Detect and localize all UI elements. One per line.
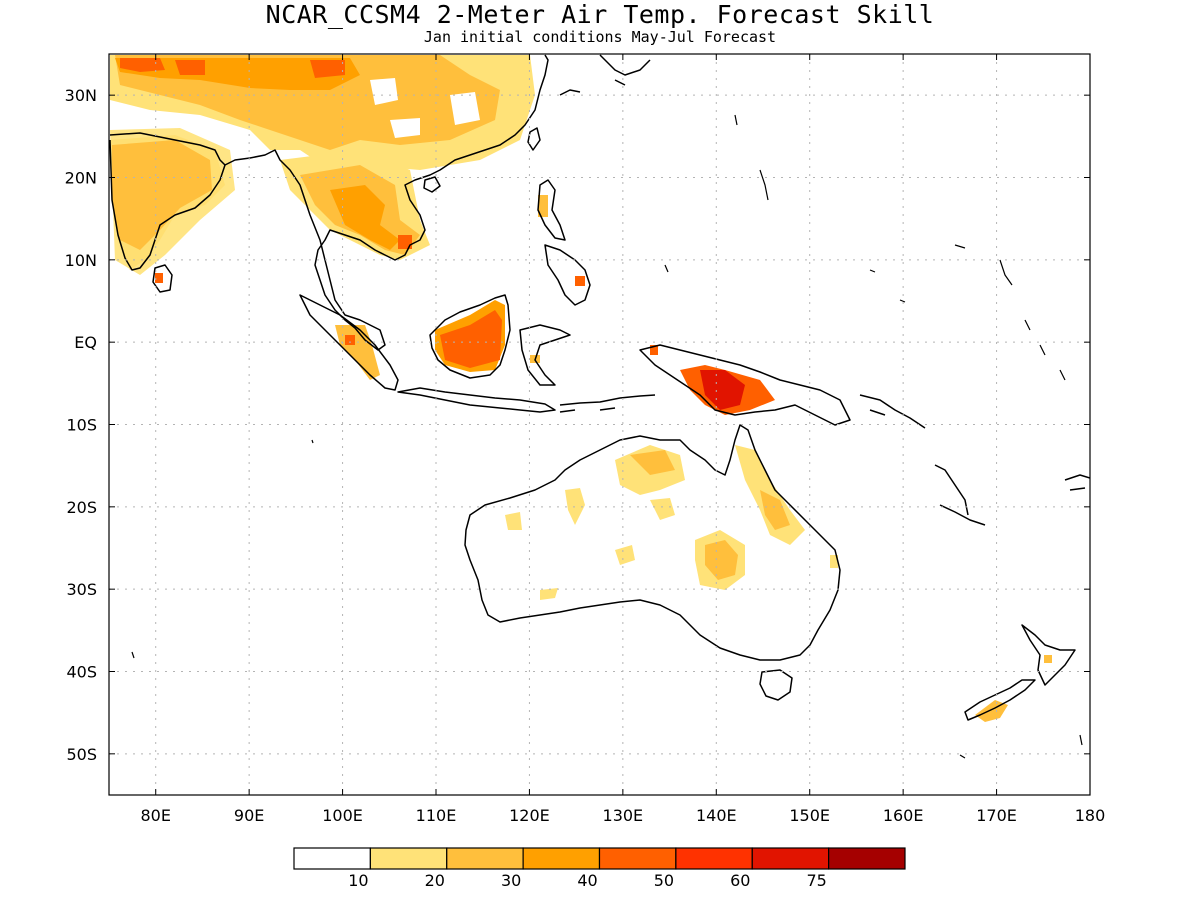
shade-india-top <box>112 140 212 250</box>
shade-china-dark <box>115 58 360 90</box>
shade-sumatra-red <box>345 335 355 345</box>
lat-label--40: 40S <box>66 663 97 682</box>
shade-aus-s <box>540 588 558 600</box>
shade-mindanao <box>575 276 585 286</box>
lat-label--10: 10S <box>66 416 97 435</box>
lat-label-0: EQ <box>74 333 97 352</box>
shade-aus-north2 <box>630 450 675 475</box>
colorbar-label-20: 20 <box>425 871 445 890</box>
coast-solomons <box>859 394 926 429</box>
lat-label--20: 20S <box>66 498 97 517</box>
lon-label-150: 150E <box>789 806 830 825</box>
coast-visayas <box>544 244 591 306</box>
shade-china-hole1 <box>370 78 480 138</box>
coast-australia <box>464 424 841 661</box>
colorbar-label-60: 60 <box>730 871 750 890</box>
shade-indochina-dark <box>330 185 400 250</box>
coastlines <box>109 54 1090 759</box>
lon-label-110: 110E <box>416 806 457 825</box>
shade-aus-w2 <box>650 498 675 520</box>
colorbar: 10 20 30 40 50 60 75 <box>293 847 906 890</box>
coast-sumatra <box>299 294 399 391</box>
axis-ticks <box>109 54 1091 795</box>
coast-tasmania <box>759 669 793 701</box>
shade-aus-w4 <box>615 545 635 565</box>
shade-nz-north <box>1044 655 1052 663</box>
coast-borneo <box>429 294 511 379</box>
shade-borneo-red <box>440 310 502 368</box>
shade-png-dark <box>700 370 745 410</box>
lat-label-10: 10N <box>65 251 97 270</box>
lon-label-130: 130E <box>603 806 644 825</box>
lon-label-140: 140E <box>696 806 737 825</box>
coast-india <box>109 139 226 271</box>
colorbar-swatch-4 <box>598 847 677 870</box>
shade-sumatra <box>335 325 380 380</box>
coast-taiwan <box>527 127 541 151</box>
shade-aus-w3 <box>505 512 522 530</box>
skill-shading <box>110 55 1052 722</box>
colorbar-label-30: 30 <box>501 871 521 890</box>
coast-nz-south <box>964 679 1036 721</box>
coast-java <box>397 387 556 413</box>
lon-label-170: 170E <box>976 806 1017 825</box>
colorbar-swatch-1 <box>369 847 448 870</box>
lon-label-160: 160E <box>883 806 924 825</box>
colorbar-swatch-2 <box>446 847 524 870</box>
coast-nz-north <box>1021 624 1076 686</box>
colorbar-swatch-5 <box>675 847 753 870</box>
lon-label-100: 100E <box>322 806 363 825</box>
map-title: NCAR_CCSM4 2-Meter Air Temp. Forecast Sk… <box>265 0 935 29</box>
coast-luzon <box>537 179 566 241</box>
map-subtitle: Jan initial conditions May-Jul Forecast <box>423 28 777 46</box>
coast-newcal <box>939 504 986 526</box>
shade-luzon <box>538 195 548 217</box>
coast-sulawesi <box>519 324 571 386</box>
lat-label-30: 30N <box>65 86 97 105</box>
colorbar-swatch-3 <box>522 847 601 870</box>
coast-sunda <box>559 394 656 413</box>
colorbar-label-10: 10 <box>348 871 368 890</box>
axis-labels: 80E 90E 100E 110E 120E 130E 140E 150E 160E 170E 18… <box>65 86 1106 825</box>
shade-china-red <box>120 58 345 78</box>
coast-fiji <box>1064 474 1090 491</box>
coast-micronesia <box>759 169 1066 381</box>
coast-small <box>131 114 1083 759</box>
shade-vietnam-red <box>398 235 412 249</box>
lon-label-180: 180 <box>1075 806 1106 825</box>
colorbar-swatch-0 <box>293 847 371 870</box>
coast-vanuatu <box>934 464 969 516</box>
shade-aus-central2 <box>705 540 738 580</box>
lat-label--30: 30S <box>66 580 97 599</box>
lat-label-20: 20N <box>65 169 97 188</box>
colorbar-label-75: 75 <box>806 871 826 890</box>
coast-japan <box>559 54 651 96</box>
lat-label--50: 50S <box>66 745 97 764</box>
shade-srilanka <box>155 273 163 283</box>
coast-hainan <box>423 176 441 193</box>
lon-label-80: 80E <box>140 806 170 825</box>
colorbar-swatch-7 <box>828 847 906 870</box>
shade-aus-e <box>830 555 838 568</box>
gridlines <box>109 54 1090 795</box>
shade-aus-ne2 <box>760 490 790 530</box>
colorbar-swatch-6 <box>751 847 830 870</box>
coast-asia <box>109 54 549 351</box>
shade-png-small <box>650 345 658 355</box>
coast-srilanka <box>152 264 173 293</box>
lon-label-90: 90E <box>234 806 264 825</box>
lon-label-120: 120E <box>509 806 550 825</box>
colorbar-label-40: 40 <box>577 871 597 890</box>
colorbar-label-50: 50 <box>654 871 674 890</box>
